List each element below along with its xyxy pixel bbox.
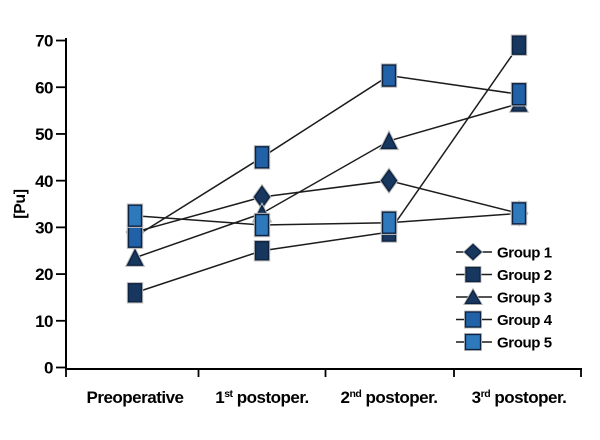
marker-group-5 [511,202,527,225]
legend-item-group-5: Group 5 [456,333,552,351]
marker-group-1 [380,168,398,193]
marker-group-3 [380,131,398,150]
marker-group-4 [511,83,527,106]
legend-label-group-1: Group 1 [497,244,552,261]
series-line-group-2 [134,44,520,294]
marker-group-5 [381,211,397,234]
y-tick-label: 20 [35,265,53,284]
marker-group-5 [127,204,143,227]
legend-marker-group-4 [464,311,482,328]
legend-item-group-4: Group 4 [456,310,553,329]
series-line-group-3 [134,102,520,259]
x-axis-label-2nd-postoper: 2nd postoper. [340,388,437,407]
x-axis-label-preoperative: Preoperative [87,388,184,407]
legend-item-group-2: Group 2 [456,266,552,284]
legend-marker-group-5 [464,333,482,351]
legend-marker-group-1 [464,243,482,261]
marker-group-3 [126,248,144,266]
marker-group-4 [381,64,397,87]
series-line-group-1 [134,179,520,233]
legend-label-group-2: Group 2 [497,267,552,284]
marker-group-4 [127,225,143,248]
y-tick-label: 40 [35,172,53,191]
legend-marker-group-3 [464,289,482,305]
marker-group-2 [127,283,143,303]
legend-marker-group-2 [465,266,481,283]
y-tick-label: 70 [35,32,53,51]
series-line-group-5 [134,212,520,226]
marker-group-5 [254,213,270,237]
marker-group-2 [511,35,527,55]
y-tick-label: 50 [35,125,53,144]
y-tick-label: 0 [44,359,53,378]
y-axis-label: [Pu] [12,189,29,219]
legend-label-group-3: Group 3 [497,289,552,306]
marker-group-2 [254,241,270,261]
y-tick-label: 60 [35,78,53,97]
x-axis-label-3rd-postoper: 3rd postoper. [472,388,567,407]
series-line-group-4 [134,74,520,238]
legend-item-group-3: Group 3 [456,287,552,306]
legend-label-group-5: Group 5 [497,334,552,351]
marker-group-4 [254,146,270,169]
legend-item-group-1: Group 1 [456,242,552,262]
y-tick-label: 30 [35,218,53,237]
legend-label-group-4: Group 4 [497,312,553,329]
legend: Group 1 Group 2 Group 3 Group 4 Group 5 [456,242,553,351]
x-axis-label-1st-postoper: 1st postoper. [215,388,309,407]
y-tick-label: 10 [35,312,53,331]
